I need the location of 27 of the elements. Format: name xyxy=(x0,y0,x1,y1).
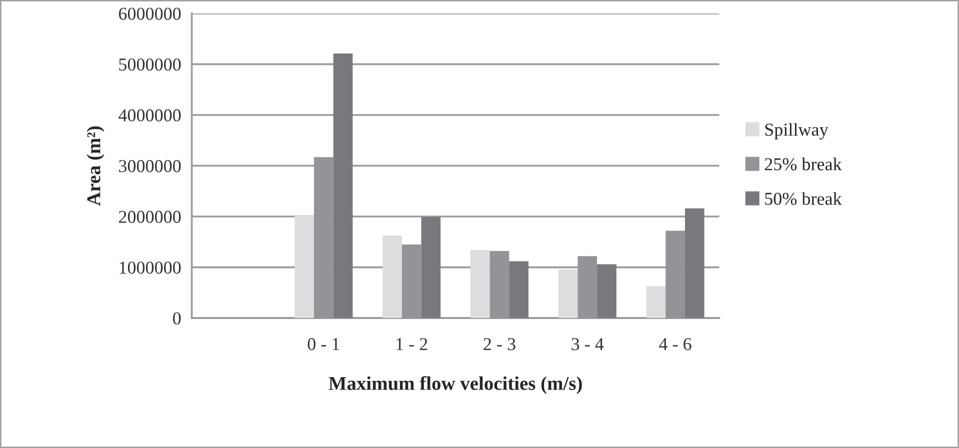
x-axis-title: Maximum flow velocities (m/s) xyxy=(328,376,582,394)
x-tick-label: 4 - 6 xyxy=(659,338,692,350)
x-tick-label: 2 - 3 xyxy=(484,338,516,350)
y-tick-label: 5000000 xyxy=(119,58,181,71)
legend-label: Spillway xyxy=(765,123,828,140)
y-tick-label: 2000000 xyxy=(118,210,181,223)
y-tick-label: 3000000 xyxy=(119,160,181,172)
bar xyxy=(684,208,704,318)
x-tick-label: 1 - 2 xyxy=(396,338,428,350)
bar xyxy=(646,286,666,318)
y-tick-label: 6000000 xyxy=(118,8,181,20)
y-axis-title: Area (m²) xyxy=(86,126,104,206)
bar xyxy=(294,215,314,318)
legend-label: 25% break xyxy=(764,158,842,170)
y-tick-label: 0 xyxy=(173,312,181,325)
legend-label: 50% break xyxy=(765,192,842,205)
bar xyxy=(421,217,441,318)
bar xyxy=(509,261,528,318)
bar xyxy=(597,264,616,318)
y-tick-label: 1000000 xyxy=(120,262,181,274)
bar xyxy=(333,54,353,318)
x-tick-label: 0 - 1 xyxy=(308,338,340,350)
y-tick-label: 4000000 xyxy=(118,109,181,122)
bar xyxy=(382,235,402,318)
x-tick-label: 3 - 4 xyxy=(572,338,604,350)
bar xyxy=(558,269,578,318)
bar xyxy=(470,250,490,318)
